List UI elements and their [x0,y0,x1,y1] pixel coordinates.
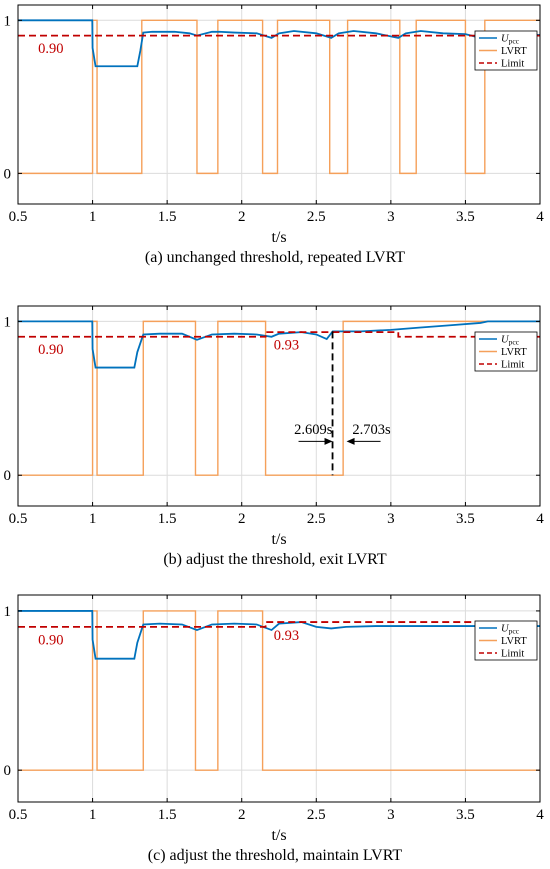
panel-caption: (b) adjust the threshold, exit LVRT [163,551,387,568]
series-lvrt [18,19,540,175]
threshold-label: 0.93 [274,628,299,644]
x-tick-label: 3 [387,807,395,823]
x-tick-label: 4 [536,807,544,823]
time-label: 2.609s [294,422,333,438]
x-tick-label: 1.5 [158,209,177,225]
x-tick-label: 2 [238,807,246,823]
y-tick-label: 0 [4,763,12,779]
threshold-label: 0.90 [38,342,63,358]
x-tick-label: 4 [536,511,544,527]
legend-label-lvrt: LVRT [501,46,527,57]
chart-panel-2: 0.5 1 1.5 2 2.5 3 3.5 4 0 1 0.90 0.93 2.609s 2.703s Up… [4,305,544,568]
legend-label-lvrt: LVRT [501,347,527,358]
legend-label-limit: Limit [501,360,524,371]
legend-label-upcc: Upcc [501,624,520,636]
x-tick-label: 3.5 [456,209,475,225]
x-axis-label: t/s [271,531,286,548]
threshold-label: 0.90 [38,41,63,57]
x-axis-label: t/s [271,827,286,844]
arrow-right-head [346,437,355,445]
legend-label-limit: Limit [501,59,524,70]
series-upcc [18,320,540,369]
x-tick-label: 3.5 [456,511,475,527]
arrow-left-head [324,437,333,445]
panel-caption: (a) unchanged threshold, repeated LVRT [145,249,405,266]
x-tick-label: 2.5 [307,511,326,527]
x-tick-label: 3 [387,209,395,225]
x-tick-label: 0.5 [9,807,28,823]
x-tick-label: 2.5 [307,807,326,823]
threshold-label: 0.93 [274,337,299,353]
series-lvrt [18,320,540,476]
plot-frame [17,4,541,205]
x-tick-label: 2 [238,209,246,225]
x-tick-label: 3 [387,511,395,527]
y-tick-label: 0 [4,468,12,484]
series-limit [18,621,540,628]
series-upcc [18,610,540,660]
x-tick-label: 0.5 [9,209,28,225]
legend-label-upcc: Upcc [501,34,520,46]
legend-label-limit: Limit [501,649,524,660]
x-axis-label: t/s [271,229,286,246]
series-limit [18,331,540,338]
x-tick-label: 1 [89,511,97,527]
series-upcc [18,19,540,68]
panel-caption: (c) adjust the threshold, maintain LVRT [148,847,403,864]
plot-frame [17,594,541,803]
time-label: 2.703s [352,422,391,438]
plot-frame [17,305,541,507]
y-tick-label: 0 [4,166,12,182]
x-tick-label: 4 [536,209,544,225]
y-tick-label: 1 [4,314,12,330]
series-lvrt [18,610,540,771]
x-tick-label: 1.5 [158,807,177,823]
x-tick-label: 1 [89,209,97,225]
x-tick-label: 3.5 [456,807,475,823]
threshold-label: 0.90 [38,633,63,649]
y-tick-label: 1 [4,13,12,29]
x-tick-label: 2.5 [307,209,326,225]
x-tick-label: 0.5 [9,511,28,527]
x-tick-label: 1.5 [158,511,177,527]
x-tick-label: 2 [238,511,246,527]
legend-label-upcc: Upcc [501,335,520,347]
legend-label-lvrt: LVRT [501,636,527,647]
x-tick-label: 1 [89,807,97,823]
y-tick-label: 1 [4,604,12,620]
